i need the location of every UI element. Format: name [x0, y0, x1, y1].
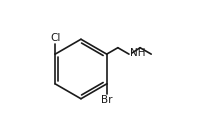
Text: Cl: Cl: [50, 33, 60, 43]
Text: Br: Br: [101, 95, 113, 105]
Text: NH: NH: [130, 48, 146, 58]
